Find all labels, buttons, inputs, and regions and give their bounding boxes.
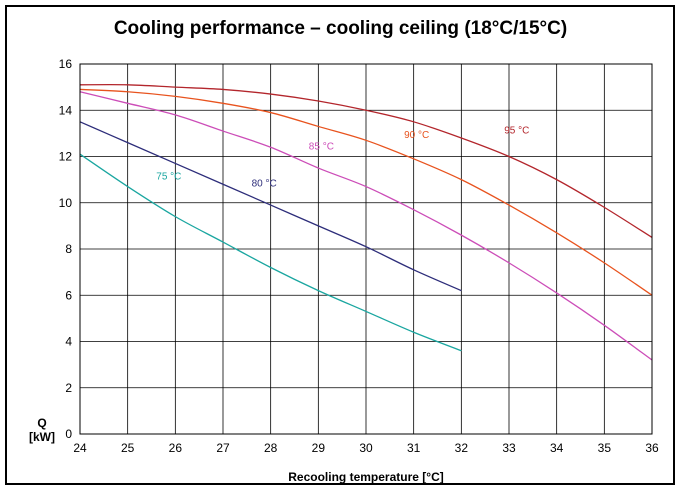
y-tick-label: 4 bbox=[65, 335, 72, 349]
x-tick-label: 34 bbox=[550, 441, 564, 455]
series-label-85cc: 85 °C bbox=[309, 142, 334, 153]
x-tick-label: 36 bbox=[645, 441, 659, 455]
plot-area-border bbox=[79, 63, 653, 435]
series-line-85cc bbox=[79, 91, 653, 361]
x-tick-label: 29 bbox=[312, 441, 326, 455]
series-label-95cc: 95 °C bbox=[504, 125, 529, 136]
x-axis-label: Recooling temperature [°C] bbox=[288, 470, 444, 484]
series-line-75cc bbox=[79, 153, 462, 352]
series-label-80cc: 80 °C bbox=[252, 179, 277, 190]
series-group bbox=[79, 83, 653, 361]
x-tick-label: 31 bbox=[407, 441, 421, 455]
grid bbox=[79, 63, 653, 435]
y-axis-label-symbol: Q bbox=[37, 416, 47, 430]
y-tick-label: 0 bbox=[65, 427, 72, 441]
x-axis-ticks: 24 25 26 27 28 29 30 31 32 33 34 35 36 bbox=[73, 441, 659, 455]
y-tick-label: 2 bbox=[65, 381, 72, 395]
y-tick-label: 12 bbox=[59, 150, 73, 164]
y-tick-label: 14 bbox=[59, 103, 73, 117]
series-labels: 75 °C 80 °C 85 °C 90 °C 95 °C bbox=[156, 125, 529, 189]
y-axis-ticks: 0 2 4 6 8 10 12 14 16 bbox=[59, 57, 73, 441]
x-tick-label: 26 bbox=[169, 441, 183, 455]
y-tick-label: 6 bbox=[65, 288, 72, 302]
x-tick-label: 33 bbox=[502, 441, 516, 455]
series-line-90cc bbox=[79, 88, 653, 296]
series-label-75cc: 75 °C bbox=[156, 172, 181, 183]
y-axis-label: Q [kW] bbox=[22, 416, 62, 444]
series-line-95cc bbox=[79, 83, 653, 238]
series-label-90cc: 90 °C bbox=[404, 130, 429, 141]
x-tick-label: 25 bbox=[121, 441, 135, 455]
y-tick-label: 8 bbox=[65, 242, 72, 256]
x-tick-label: 30 bbox=[359, 441, 373, 455]
x-tick-label: 24 bbox=[73, 441, 87, 455]
series-line-80cc bbox=[79, 121, 462, 292]
y-axis-label-unit: [kW] bbox=[29, 430, 55, 444]
chart-title: Cooling performance – cooling ceiling (1… bbox=[113, 18, 568, 39]
x-tick-label: 27 bbox=[216, 441, 230, 455]
y-tick-label: 16 bbox=[59, 57, 73, 71]
x-tick-label: 32 bbox=[455, 441, 469, 455]
x-tick-label: 28 bbox=[264, 441, 278, 455]
x-tick-label: 35 bbox=[598, 441, 612, 455]
y-tick-label: 10 bbox=[59, 196, 73, 210]
